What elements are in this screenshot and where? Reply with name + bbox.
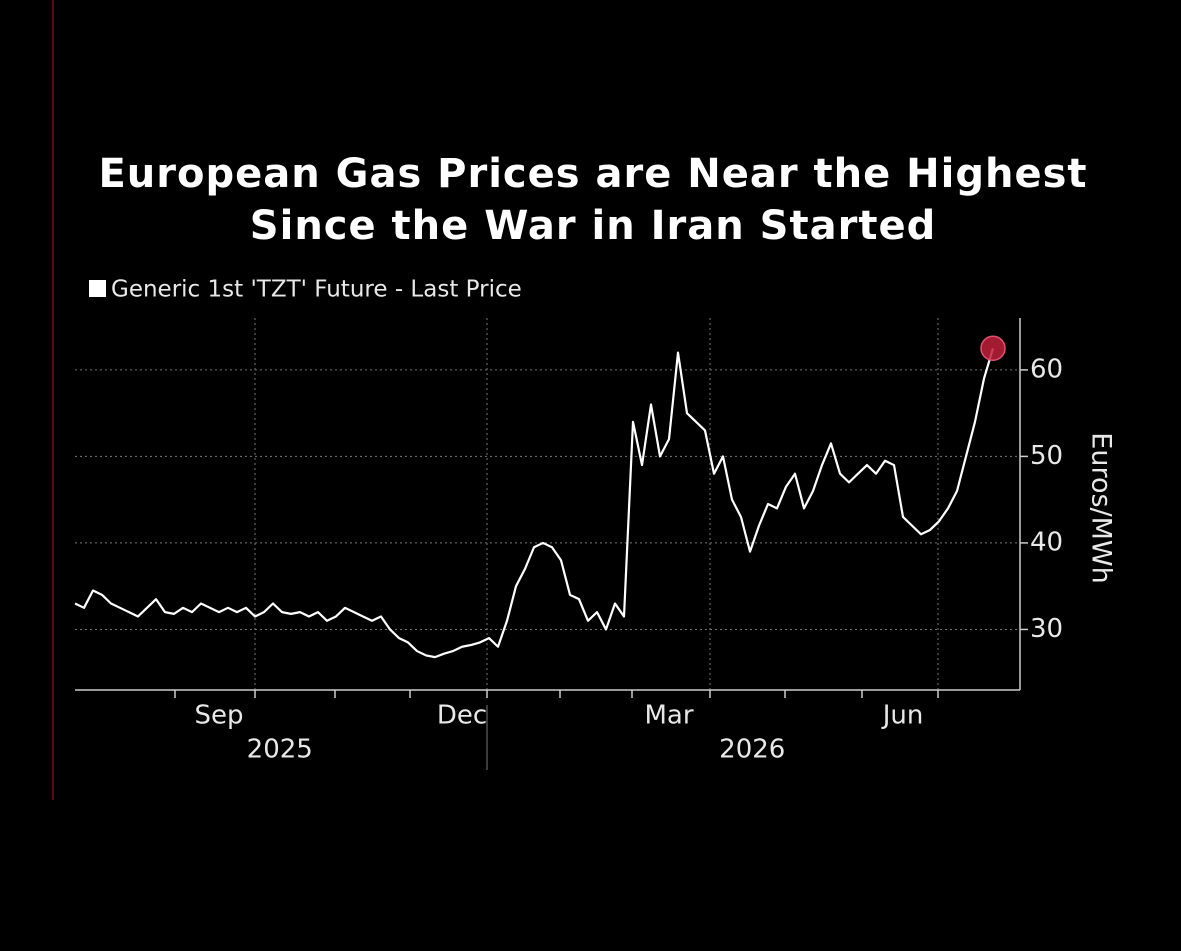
y-tick-label: 40 [1030,527,1063,557]
legend-swatch [89,280,106,297]
vertical-grid [254,318,939,690]
y-axis-label: Euros/MWh [1086,432,1117,583]
x-tick-label: Mar [644,701,693,731]
y-tick-label: 50 [1030,441,1063,471]
legend-label: Generic 1st 'TZT' Future - Last Price [111,277,522,303]
series-line [74,347,995,659]
x-tick-label: Jun [881,701,924,731]
x-tick-label: Dec [437,701,487,731]
last-price-marker [980,335,1006,362]
month-ticks [174,690,939,698]
y-tick-label: 30 [1030,614,1063,644]
x-group-label: 2025 [247,735,313,765]
x-group-label: 2026 [719,735,785,765]
x-tick-label: Sep [194,701,243,731]
y-tick-label: 60 [1030,354,1063,384]
chart-title: Since the War in Iran Started [250,203,936,249]
chart-title: European Gas Prices are Near the Highest [98,151,1087,197]
